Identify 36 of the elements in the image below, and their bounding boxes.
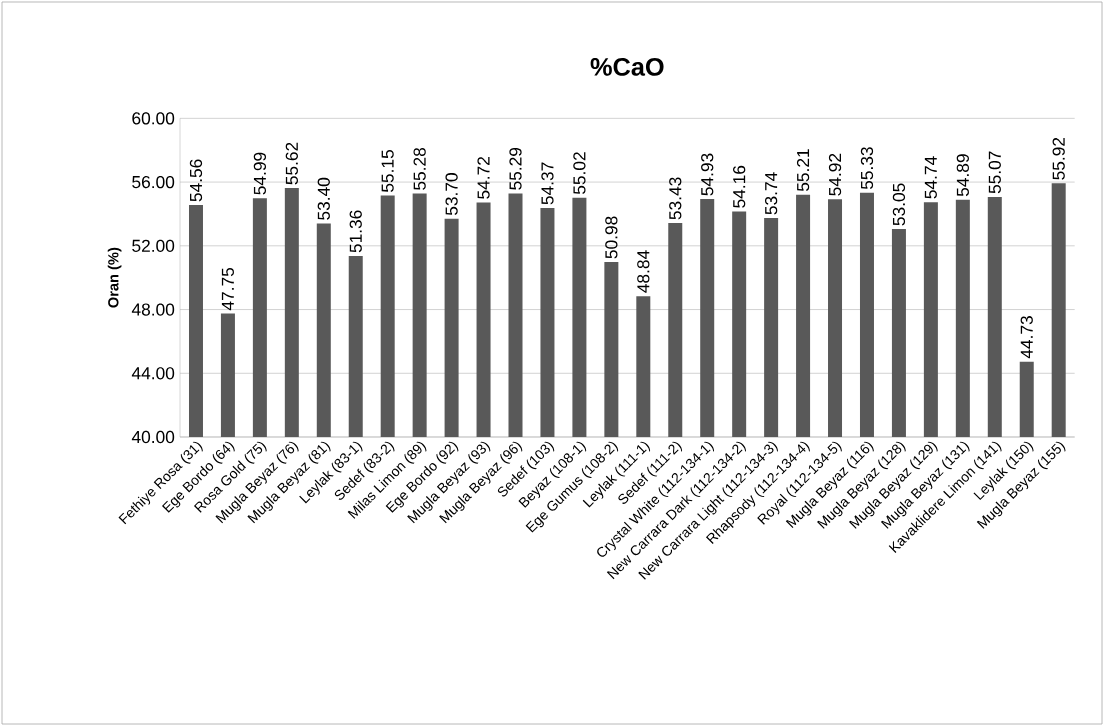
data-label: 55.62 [285, 142, 298, 185]
data-label: 55.29 [509, 147, 522, 190]
y-tick-label: 60.00 [132, 112, 175, 125]
data-label: 44.73 [1020, 316, 1033, 359]
data-label: 48.84 [637, 250, 650, 293]
data-label: 53.05 [892, 183, 906, 226]
data-label: 50.98 [605, 216, 618, 259]
data-label: 54.37 [541, 162, 554, 205]
data-label: 55.02 [573, 152, 586, 195]
data-label: 55.15 [381, 150, 394, 192]
data-label: 53.70 [445, 173, 458, 216]
data-label: 55.28 [413, 147, 426, 190]
y-tick-label: 40.00 [131, 430, 175, 444]
data-label: 54.56 [189, 159, 203, 202]
chart-title: %CaO [590, 57, 664, 76]
data-label: 55.92 [1052, 137, 1065, 180]
data-label: 55.07 [988, 151, 1001, 194]
y-axis-title: Oran (%) [107, 247, 122, 308]
data-label: 54.72 [477, 157, 490, 199]
y-tick-label: 56.00 [132, 175, 175, 189]
data-label: 53.43 [669, 177, 682, 220]
y-tick-label: 48.00 [131, 303, 175, 316]
data-label: 53.40 [317, 177, 330, 220]
data-label: 54.93 [701, 153, 714, 196]
data-label: 47.75 [221, 267, 234, 311]
data-label: 53.74 [764, 172, 778, 215]
data-label: 54.92 [828, 153, 842, 196]
data-label: 51.36 [349, 210, 362, 253]
data-label: 55.21 [796, 149, 810, 192]
data-label: 54.74 [924, 156, 937, 199]
data-label: 54.16 [733, 165, 746, 208]
data-label: 55.33 [860, 147, 874, 190]
data-label: 54.89 [956, 154, 969, 197]
y-tick-label: 44.00 [131, 367, 175, 380]
data-label: 54.99 [253, 152, 267, 195]
y-tick-label: 52.00 [132, 239, 175, 252]
